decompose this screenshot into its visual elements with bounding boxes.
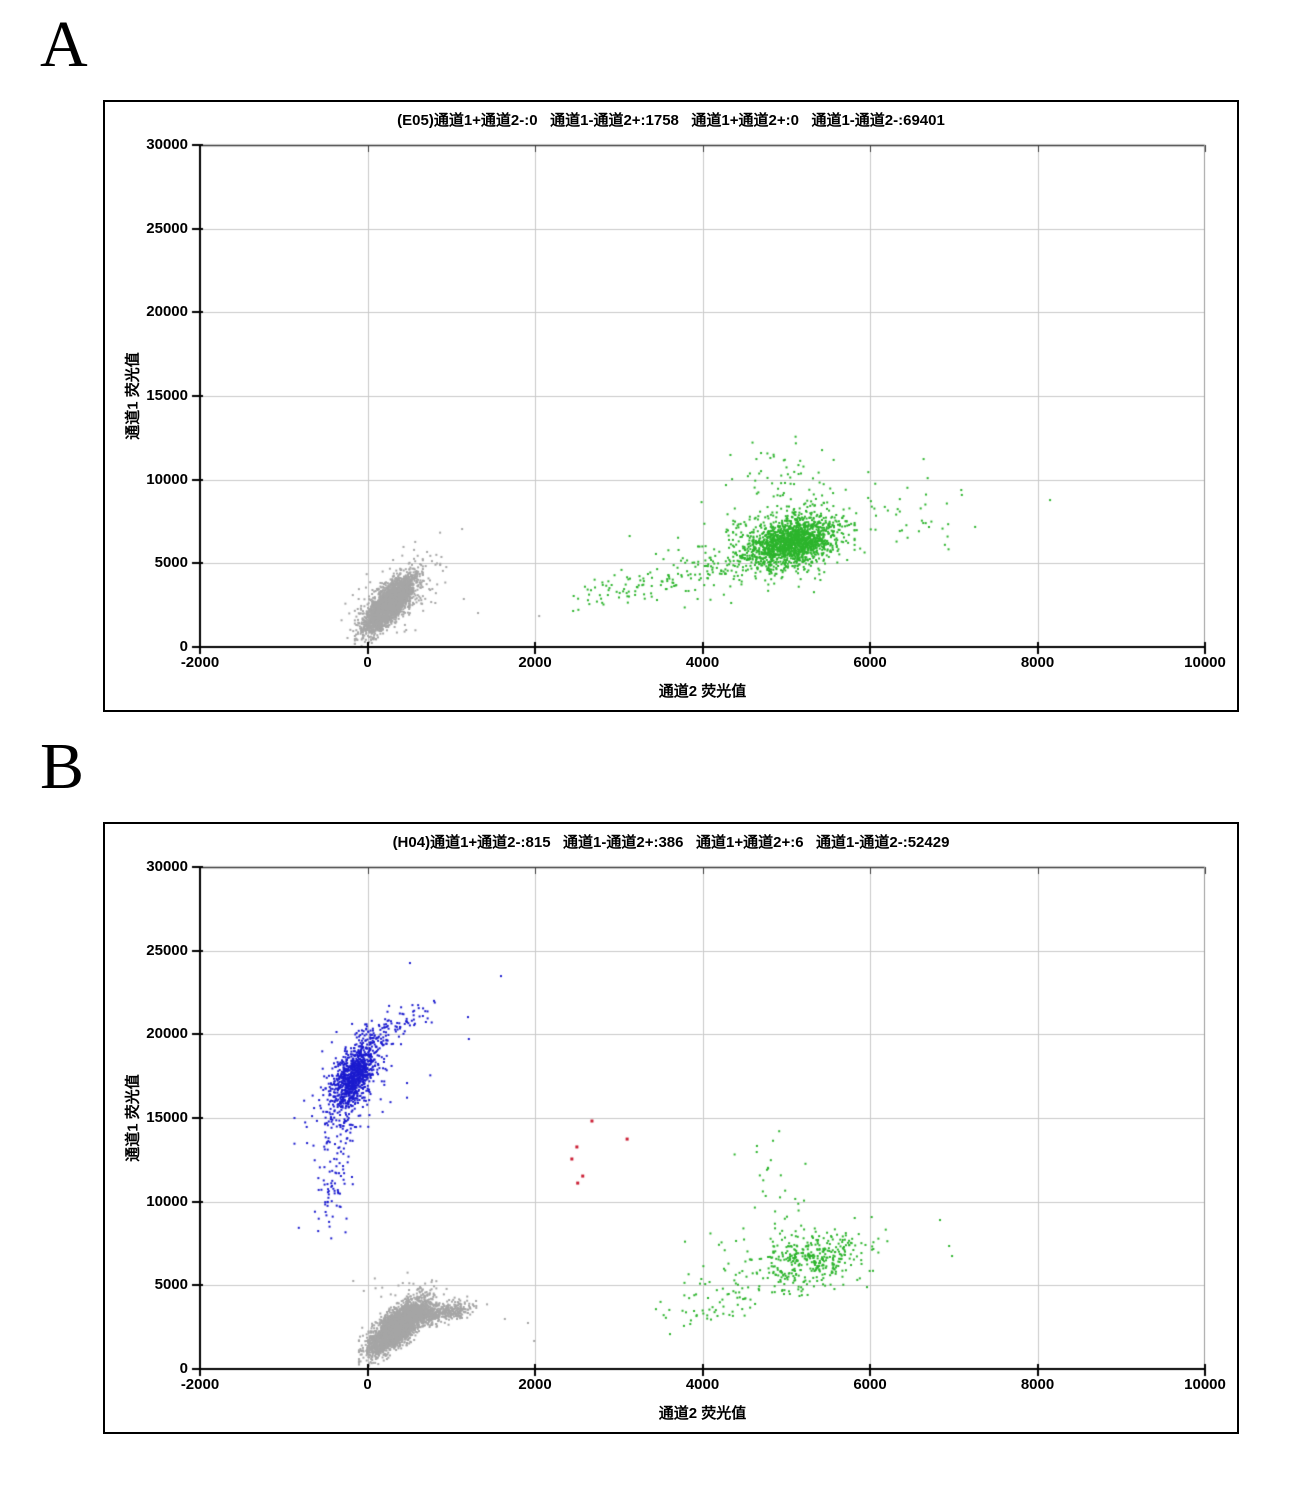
panel-a-y-tick-label: 25000	[146, 219, 188, 237]
panel-a-x-tick-label: 8000	[1020, 654, 1055, 671]
panel-a-y-tick-label: 10000	[146, 470, 188, 488]
panel-b-x-tick-label: 0	[363, 1376, 372, 1393]
panel-b-x-tick-label: 6000	[853, 1376, 887, 1393]
panel-b-y-tick-label: 30000	[146, 858, 188, 875]
panel-a-x-tick-label: -2000	[180, 654, 220, 671]
panel-a-y-tick-label: 30000	[146, 136, 188, 153]
panel-b-x-tick-label: 4000	[685, 1376, 720, 1393]
panel-a-y-tick-label: 20000	[146, 303, 188, 321]
panel-a-y-tick-label: 5000	[154, 554, 188, 572]
panel-b-x-tick-label: 10000	[1184, 1376, 1226, 1393]
panel-b-x-tick-label: 2000	[518, 1376, 552, 1393]
figure-label-a: A	[40, 8, 88, 81]
panel-b-y-tick-label: 15000	[146, 1109, 188, 1126]
panel-b-y-tick-label: 10000	[146, 1192, 188, 1210]
panel-a-x-tick-label: 4000	[685, 654, 720, 671]
panel-b-y-tick-label: 20000	[146, 1025, 188, 1043]
panel-a-title: (E05)通道1+通道2-:0 通道1-通道2+:1758 通道1+通道2+:0…	[397, 112, 945, 129]
panel-a-scatter-plot	[188, 137, 1218, 660]
panel-a-x-axis-title: 通道2 荧光值	[658, 683, 747, 700]
panel-a: (E05)通道1+通道2-:0 通道1-通道2+:1758 通道1+通道2+:0…	[103, 100, 1239, 712]
panel-a-x-tick-label: 2000	[518, 654, 552, 671]
panel-b-y-tick-label: 5000	[154, 1276, 188, 1294]
panel-b-x-tick-label: -2000	[180, 1376, 220, 1393]
panel-b-y-tick-label: 0	[179, 1360, 188, 1377]
panel-b: (H04)通道1+通道2-:815 通道1-通道2+:386 通道1+通道2+:…	[103, 822, 1239, 1434]
panel-b-x-tick-label: 8000	[1020, 1376, 1055, 1393]
panel-b-y-tick-label: 25000	[146, 941, 188, 959]
panel-b-scatter-plot	[188, 859, 1218, 1382]
figure-label-b: B	[40, 730, 85, 803]
panel-b-x-axis-title: 通道2 荧光值	[658, 1405, 747, 1422]
panel-a-x-tick-label: 6000	[853, 654, 887, 671]
panel-a-x-tick-label: 0	[363, 654, 372, 671]
panel-b-title: (H04)通道1+通道2-:815 通道1-通道2+:386 通道1+通道2+:…	[392, 834, 950, 851]
panel-a-x-tick-label: 10000	[1184, 654, 1226, 671]
panel-a-y-tick-label: 0	[179, 638, 188, 655]
panel-a-y-tick-label: 15000	[146, 387, 188, 404]
